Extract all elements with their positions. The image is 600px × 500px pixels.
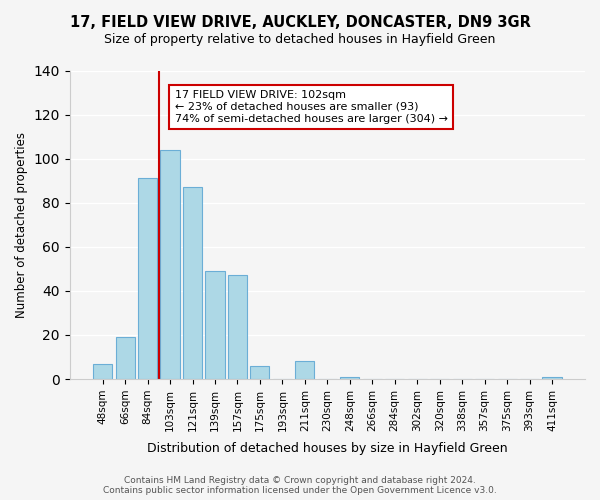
- X-axis label: Distribution of detached houses by size in Hayfield Green: Distribution of detached houses by size …: [147, 442, 508, 455]
- Y-axis label: Number of detached properties: Number of detached properties: [15, 132, 28, 318]
- Text: 17 FIELD VIEW DRIVE: 102sqm
← 23% of detached houses are smaller (93)
74% of sem: 17 FIELD VIEW DRIVE: 102sqm ← 23% of det…: [175, 90, 448, 124]
- Bar: [542, 377, 562, 379]
- Bar: [228, 276, 247, 379]
- Bar: [205, 271, 224, 379]
- Bar: [138, 178, 157, 379]
- Bar: [116, 337, 134, 379]
- Text: Size of property relative to detached houses in Hayfield Green: Size of property relative to detached ho…: [104, 32, 496, 46]
- Bar: [295, 362, 314, 379]
- Bar: [183, 188, 202, 379]
- Text: Contains HM Land Registry data © Crown copyright and database right 2024.
Contai: Contains HM Land Registry data © Crown c…: [103, 476, 497, 495]
- Bar: [93, 364, 112, 379]
- Bar: [160, 150, 179, 379]
- Bar: [250, 366, 269, 379]
- Bar: [340, 377, 359, 379]
- Text: 17, FIELD VIEW DRIVE, AUCKLEY, DONCASTER, DN9 3GR: 17, FIELD VIEW DRIVE, AUCKLEY, DONCASTER…: [70, 15, 530, 30]
